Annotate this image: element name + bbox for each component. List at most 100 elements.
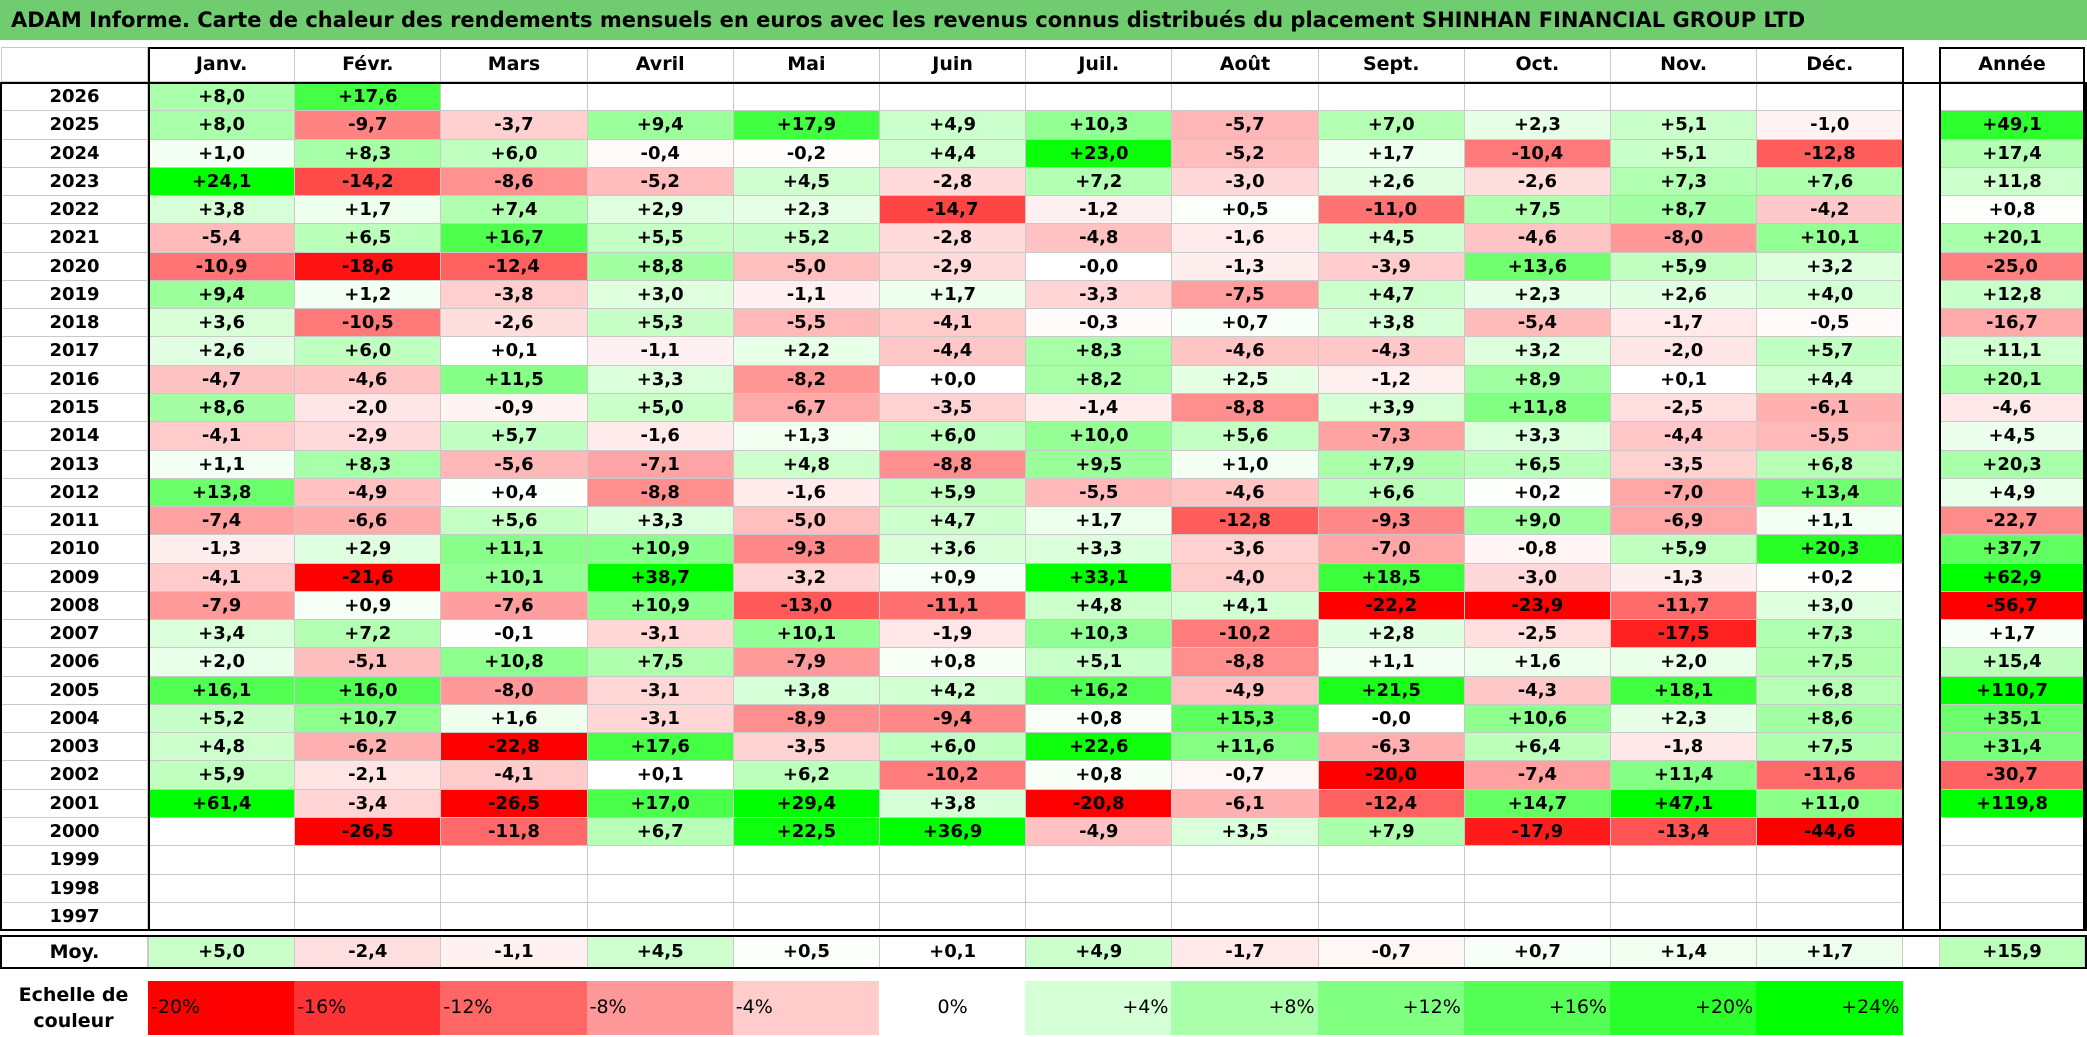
heatmap-cell: +17,0 [586,788,734,819]
heatmap-cell: +2,6 [1317,166,1465,197]
color-scale-step: -12% [440,981,588,1035]
heatmap-cell: -0,5 [1756,308,1904,338]
heatmap-cell: +6,0 [440,138,588,168]
heatmap-cell: +10,9 [586,590,734,621]
heatmap-cell: +7,0 [1317,110,1465,140]
heatmap-cell: -2,5 [1463,619,1611,649]
row-year-label: 2002 [1,760,148,790]
heatmap-cell [148,873,296,903]
row-year-label: 2023 [1,166,148,197]
color-scale-label-line: couleur [33,1010,114,1032]
heatmap-cell: -14,2 [294,166,442,197]
annual-cell: -22,7 [1939,506,2085,536]
heatmap-cell: +7,3 [1610,166,1758,197]
heatmap-cell: +0,4 [440,477,588,508]
heatmap-cell: +3,6 [879,534,1027,564]
heatmap-cell: -6,9 [1610,506,1758,536]
heatmap-cell [1463,901,1611,932]
heatmap-cell: -44,6 [1756,817,1904,847]
row-year-label: 2003 [1,732,148,762]
color-scale-step: -20% [148,981,296,1035]
heatmap-cell: -4,8 [1025,223,1173,253]
heatmap-cell: +5,2 [148,703,296,734]
heatmap-cell: +3,8 [879,788,1027,819]
row-year-label: 2009 [1,562,148,592]
heatmap-cell: +0,2 [1463,477,1611,508]
heatmap-cell: -5,6 [440,449,588,479]
heatmap-cell: +9,0 [1463,506,1611,536]
heatmap-cell: +2,9 [586,195,734,225]
color-scale-step: +16% [1463,981,1611,1035]
heatmap-cell: +20,3 [1756,534,1904,564]
month-header-11: Nov. [1610,47,1758,82]
heatmap-cell: -23,9 [1463,590,1611,621]
heatmap-cell: -12,4 [1317,788,1465,819]
heatmap-cell: +6,0 [879,732,1027,762]
heatmap-cell: +24,1 [148,166,296,197]
heatmap-cell [1171,845,1319,875]
heatmap-cell: -13,4 [1610,817,1758,847]
heatmap-cell: -3,1 [586,619,734,649]
heatmap-cell [1756,82,1904,112]
heatmap-cell: +0,1 [586,760,734,790]
heatmap-cell: -5,7 [1171,110,1319,140]
heatmap-cell: +7,2 [1025,166,1173,197]
heatmap-cell: +13,6 [1463,251,1611,281]
annual-cell: +20,1 [1939,223,2085,253]
row-year-label: 2008 [1,590,148,621]
heatmap-cell: -11,1 [879,590,1027,621]
heatmap-cell: +2,5 [1171,364,1319,394]
annual-cell: +20,1 [1939,364,2085,394]
color-scale-step: +12% [1317,981,1465,1035]
heatmap-cell: -4,1 [148,421,296,451]
heatmap-cell: -8,8 [586,477,734,508]
color-scale-label: Echelle de couleur [0,982,147,1034]
heatmap-cell: -7,6 [440,590,588,621]
heatmap-cell: +17,9 [732,110,880,140]
heatmap-cell: +1,7 [1025,506,1173,536]
heatmap-cell: +3,5 [1171,817,1319,847]
row-year-label: 2022 [1,195,148,225]
row-year-label: 2011 [1,506,148,536]
average-label: Moy. [1,936,148,968]
heatmap-cell: +0,7 [1171,308,1319,338]
row-year-label: 2013 [1,449,148,479]
heatmap-cell: +11,5 [440,364,588,394]
heatmap-cell: -3,0 [1463,562,1611,592]
heatmap-cell: -9,7 [294,110,442,140]
month-header-2: Févr. [294,47,442,82]
heatmap-cell: +4,1 [1171,590,1319,621]
row-year-label: 2000 [1,817,148,847]
heatmap-cell: -26,5 [294,817,442,847]
heatmap-cell: +1,7 [294,195,442,225]
heatmap-cell: -7,3 [1317,421,1465,451]
row-year-label: 2004 [1,703,148,734]
row-year-label: 2014 [1,421,148,451]
heatmap-cell: -5,5 [732,308,880,338]
heatmap-cell: +10,1 [732,619,880,649]
heatmap-cell: -7,4 [1463,760,1611,790]
heatmap-cell [294,873,442,903]
heatmap-cell: -8,9 [732,703,880,734]
heatmap-cell: +5,1 [1610,138,1758,168]
heatmap-cell: +8,3 [294,138,442,168]
heatmap-cell: +8,6 [148,392,296,423]
heatmap-cell [294,901,442,932]
average-cell: -0,7 [1317,936,1465,968]
heatmap-cell: -1,1 [586,336,734,366]
heatmap-cell: -2,8 [879,223,1027,253]
heatmap-cell: +7,5 [1756,647,1904,677]
heatmap-cell: -3,3 [1025,279,1173,310]
heatmap-cell: +2,3 [732,195,880,225]
heatmap-cell: -1,7 [1610,308,1758,338]
heatmap-cell: +5,6 [1171,421,1319,451]
heatmap-cell: -4,4 [879,336,1027,366]
month-header-5: Mai [732,47,880,82]
heatmap-cell: -10,2 [879,760,1027,790]
heatmap-cell: +23,0 [1025,138,1173,168]
color-scale-step: +20% [1610,981,1758,1035]
heatmap-cell: +8,9 [1463,364,1611,394]
heatmap-cell [294,845,442,875]
color-scale-label-line: Echelle de [18,984,129,1006]
